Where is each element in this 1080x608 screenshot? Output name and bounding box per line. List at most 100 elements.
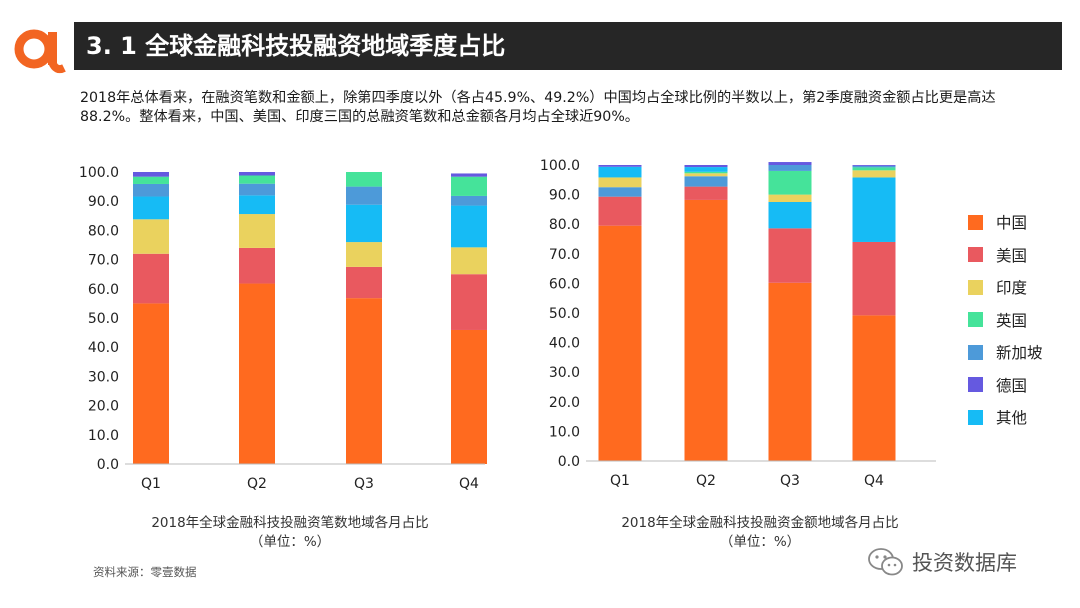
- bar-segment: [768, 165, 812, 171]
- bar-segment: [684, 199, 728, 461]
- bar-segment: [852, 167, 896, 171]
- x-tick-label: Q2: [247, 476, 267, 492]
- chart-deal-count-caption: 2018年全球金融科技投融资笔数地域各月占比 （单位：%）: [100, 514, 480, 552]
- bar-segment: [346, 172, 382, 187]
- bar-segment: [239, 195, 275, 215]
- x-tick-label: Q3: [780, 473, 800, 489]
- bar-segment: [133, 196, 169, 220]
- legend-item: 美国: [968, 239, 1043, 272]
- x-tick-label: Q2: [696, 473, 716, 489]
- bar-segment: [239, 172, 275, 176]
- legend-swatch: [968, 247, 983, 263]
- chart-deal-count-unit: （单位：%）: [249, 534, 331, 550]
- legend-item: 其他: [968, 401, 1043, 434]
- legend-item: 中国: [968, 206, 1043, 239]
- bar-segment: [239, 247, 275, 284]
- bar-segment: [598, 165, 642, 167]
- legend-swatch: [968, 409, 983, 425]
- y-tick-label: 0.0: [558, 454, 580, 470]
- chart-deal-amount-caption: 2018年全球金融科技投融资金额地域各月占比 （单位：%）: [565, 514, 955, 552]
- wechat-icon: [868, 548, 903, 576]
- y-tick-label: 70.0: [88, 253, 119, 269]
- bar-segment: [239, 175, 275, 184]
- bar-segment: [451, 205, 487, 248]
- bar-segment: [451, 274, 487, 330]
- x-tick-label: Q3: [354, 476, 374, 492]
- y-tick-label: 10.0: [549, 424, 580, 440]
- bar-segment: [239, 183, 275, 196]
- bar-segment: [684, 176, 728, 187]
- y-tick-label: 90.0: [549, 188, 580, 204]
- bar-segment: [768, 170, 812, 195]
- bar-segment: [684, 173, 728, 177]
- bar-segment: [346, 266, 382, 299]
- legend-item: 英国: [968, 304, 1043, 337]
- y-tick-label: 10.0: [88, 428, 119, 444]
- bar-segment: [133, 172, 169, 177]
- legend-label: 美国: [996, 246, 1028, 265]
- bar-segment: [768, 282, 812, 461]
- bar-segment: [598, 225, 642, 461]
- legend-swatch: [968, 344, 983, 360]
- bar-segment: [346, 204, 382, 243]
- bar-segment: [451, 173, 487, 177]
- page-title: 3. 1 全球金融科技投融资地域季度占比: [86, 32, 506, 60]
- bar-segment: [684, 171, 728, 174]
- y-tick-label: 40.0: [88, 340, 119, 356]
- legend-label: 印度: [996, 279, 1028, 298]
- bar-segment: [133, 219, 169, 254]
- y-tick-label: 80.0: [549, 217, 580, 233]
- bar-segment: [451, 329, 487, 464]
- chart-legend: 中国 美国 印度 英国 新加坡 德国 其他: [968, 206, 1043, 434]
- y-tick-label: 80.0: [88, 223, 119, 239]
- y-tick-label: 100.0: [79, 165, 119, 181]
- legend-swatch: [968, 377, 983, 393]
- bar-segment: [768, 228, 812, 283]
- bar-segment: [852, 165, 896, 166]
- y-tick-label: 20.0: [88, 399, 119, 415]
- y-tick-label: 40.0: [549, 336, 580, 352]
- bar-segment: [346, 298, 382, 464]
- legend-label: 中国: [996, 214, 1028, 233]
- y-tick-label: 100.0: [540, 158, 580, 174]
- bar-segment: [852, 315, 896, 461]
- bar-segment: [451, 176, 487, 196]
- source-note: 资料来源：零壹数据: [93, 565, 197, 579]
- bar-segment: [451, 247, 487, 275]
- bar-segment: [598, 177, 642, 188]
- bar-segment: [852, 177, 896, 242]
- bar-segment: [598, 166, 642, 178]
- legend-label: 德国: [996, 376, 1028, 395]
- chart-deal-amount-unit: （单位：%）: [719, 534, 801, 550]
- brand-logo: [14, 29, 66, 74]
- bar-segment: [133, 303, 169, 464]
- y-tick-label: 50.0: [549, 306, 580, 322]
- title-bar: 3. 1 全球金融科技投融资地域季度占比: [74, 22, 1062, 70]
- description-text: 2018年总体看来，在融资笔数和金额上，除第四季度以外（各占45.9%、49.2…: [80, 90, 996, 125]
- watermark: 投资数据库: [866, 546, 1017, 578]
- bar-segment: [346, 186, 382, 205]
- y-tick-label: 30.0: [549, 365, 580, 381]
- bar-segment: [768, 202, 812, 229]
- bar-segment: [133, 183, 169, 197]
- x-tick-label: Q1: [141, 476, 161, 492]
- bar-segment: [852, 170, 896, 178]
- legend-item: 新加坡: [968, 336, 1043, 369]
- bar-segment: [852, 241, 896, 316]
- bar-segment: [239, 214, 275, 248]
- chart-deal-amount-title: 2018年全球金融科技投融资金额地域各月占比: [621, 515, 899, 531]
- watermark-text: 投资数据库: [912, 551, 1017, 575]
- y-tick-label: 60.0: [88, 282, 119, 298]
- legend-swatch: [968, 312, 983, 328]
- legend-swatch: [968, 279, 983, 295]
- bar-segment: [239, 283, 275, 464]
- bar-segment: [133, 176, 169, 184]
- bar-segment: [451, 195, 487, 206]
- bar-segment: [346, 242, 382, 267]
- legend-label: 新加坡: [996, 344, 1043, 363]
- legend-item: 德国: [968, 369, 1043, 402]
- bar-segment: [598, 187, 642, 197]
- bar-segment: [768, 194, 812, 202]
- legend-label: 其他: [996, 409, 1028, 428]
- chart-deal-amount: 0.0 10.0 20.0 30.0 40.0 50.0 60.0 70.0 80.0 90.0 1…: [540, 158, 936, 489]
